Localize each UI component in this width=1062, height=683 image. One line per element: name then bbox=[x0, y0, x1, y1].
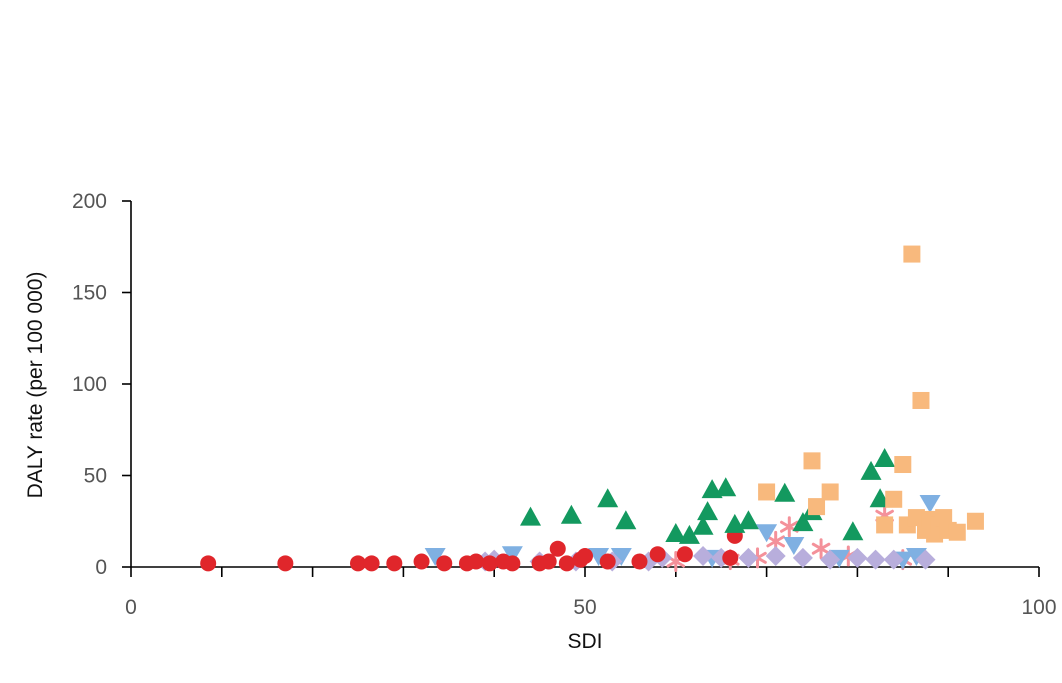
data-point bbox=[715, 477, 737, 497]
data-point bbox=[883, 549, 904, 570]
data-point bbox=[966, 512, 984, 530]
data-point bbox=[678, 524, 700, 544]
data-point bbox=[874, 448, 896, 468]
data-point bbox=[558, 555, 575, 572]
data-point bbox=[811, 538, 831, 560]
data-point bbox=[765, 546, 786, 567]
x-tick-label: 0 bbox=[125, 596, 137, 619]
data-point bbox=[774, 482, 796, 502]
data-point bbox=[919, 494, 941, 513]
data-point bbox=[540, 553, 557, 570]
data-point bbox=[758, 483, 776, 501]
data-points bbox=[200, 245, 984, 573]
data-point bbox=[722, 549, 739, 566]
data-point bbox=[631, 553, 648, 570]
data-point bbox=[676, 546, 693, 563]
data-point bbox=[780, 516, 799, 538]
data-point bbox=[413, 553, 430, 570]
tick-labels: 0 50 100 150 200 0 50 100 bbox=[72, 190, 1057, 619]
data-point bbox=[847, 547, 868, 568]
y-tick-label: 50 bbox=[84, 465, 107, 488]
data-point bbox=[597, 488, 619, 508]
y-axis-title: DALY rate (per 100 000) bbox=[24, 272, 47, 499]
data-point bbox=[577, 548, 593, 565]
data-point bbox=[386, 555, 403, 572]
data-point bbox=[599, 553, 616, 570]
y-tick-label: 0 bbox=[95, 556, 107, 579]
data-point bbox=[792, 512, 814, 532]
data-point bbox=[876, 516, 894, 534]
y-tick-label: 100 bbox=[72, 373, 107, 396]
data-point bbox=[501, 546, 523, 565]
data-point bbox=[803, 452, 821, 470]
data-point bbox=[865, 549, 886, 570]
data-point bbox=[424, 548, 446, 567]
data-point bbox=[615, 510, 637, 530]
x-axis-title: SDI bbox=[567, 630, 602, 653]
data-point bbox=[915, 549, 936, 570]
data-point bbox=[860, 460, 882, 480]
x-tick-label: 100 bbox=[1021, 596, 1056, 619]
data-point bbox=[820, 549, 841, 570]
data-point bbox=[756, 524, 778, 543]
data-point bbox=[783, 537, 805, 556]
data-point bbox=[842, 521, 864, 541]
data-point bbox=[692, 515, 714, 535]
data-point bbox=[363, 555, 380, 572]
data-point bbox=[894, 456, 912, 474]
data-point bbox=[560, 504, 582, 524]
data-point bbox=[481, 555, 498, 572]
data-point bbox=[200, 555, 217, 572]
data-point bbox=[350, 555, 366, 572]
data-point bbox=[693, 546, 714, 567]
data-point bbox=[665, 523, 687, 543]
data-point bbox=[277, 555, 294, 572]
data-point bbox=[697, 501, 719, 521]
data-point bbox=[808, 498, 826, 516]
data-point bbox=[907, 509, 925, 527]
data-point bbox=[610, 548, 632, 567]
data-point bbox=[738, 547, 759, 568]
data-point bbox=[903, 245, 921, 263]
x-tick-label: 50 bbox=[573, 596, 596, 619]
data-point bbox=[792, 547, 813, 568]
data-point bbox=[912, 391, 930, 409]
data-point bbox=[821, 483, 839, 501]
data-point bbox=[588, 548, 610, 567]
data-point bbox=[935, 509, 953, 527]
data-point bbox=[948, 523, 966, 541]
data-point bbox=[905, 548, 927, 567]
data-point bbox=[649, 546, 666, 563]
data-point bbox=[520, 506, 542, 526]
y-tick-label: 150 bbox=[72, 282, 107, 305]
data-point bbox=[737, 510, 759, 530]
data-point bbox=[468, 553, 485, 570]
y-tick-label: 200 bbox=[72, 190, 107, 213]
data-point bbox=[436, 555, 453, 572]
data-point bbox=[504, 555, 521, 572]
data-point bbox=[549, 540, 566, 557]
data-point bbox=[885, 490, 903, 508]
